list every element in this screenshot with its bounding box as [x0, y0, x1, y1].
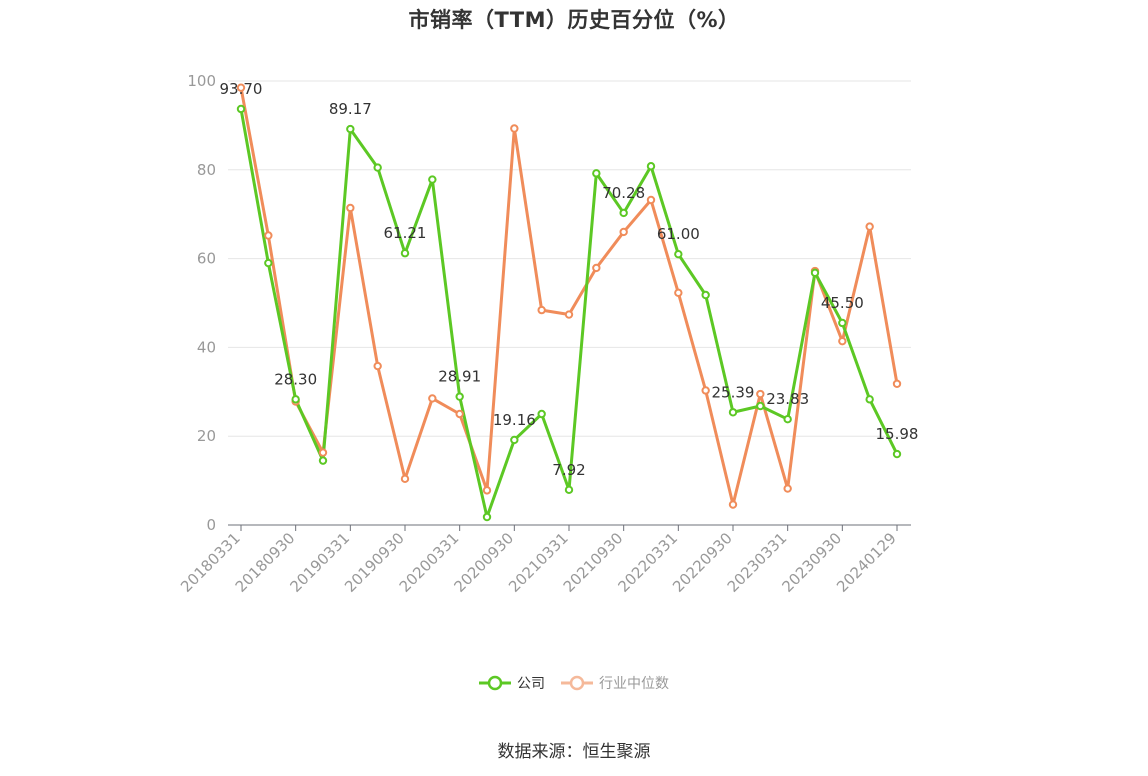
data-point	[701, 290, 710, 300]
data-label: 23.83	[766, 390, 809, 408]
grid-lines	[228, 80, 911, 437]
data-label: 19.16	[493, 411, 536, 429]
data-points	[236, 83, 902, 522]
data-label: 7.92	[552, 461, 585, 479]
data-labels: 93.70 28.30 89.17 61.21 28.91 19.16 7.92 70.28 6…	[220, 80, 919, 479]
y-tick-label: 20	[197, 427, 216, 445]
data-point	[455, 409, 464, 419]
data-point	[318, 448, 328, 457]
data-point	[482, 512, 492, 522]
data-point	[646, 162, 656, 171]
data-point	[373, 163, 382, 172]
legend-label: 公司	[517, 676, 545, 692]
data-point	[619, 227, 628, 237]
data-label: 28.30	[274, 370, 317, 388]
data-point	[810, 268, 820, 278]
data-point	[564, 310, 574, 319]
data-label: 15.98	[876, 425, 919, 443]
legend-line-icon	[479, 675, 511, 691]
data-point	[400, 474, 410, 484]
data-label: 89.17	[329, 100, 372, 118]
y-tick-label: 100	[187, 72, 216, 90]
data-point	[838, 318, 847, 328]
y-tick-label: 60	[197, 250, 216, 268]
data-point	[428, 175, 437, 184]
data-point	[236, 104, 246, 114]
data-label: 25.39	[712, 383, 755, 401]
data-point	[865, 222, 874, 231]
legend-line-icon	[561, 675, 593, 691]
data-point	[674, 249, 683, 259]
data-point	[264, 231, 273, 240]
data-point	[373, 361, 382, 371]
data-point	[537, 305, 546, 315]
legend-label: 行业中位数	[599, 676, 669, 692]
data-point	[564, 485, 574, 495]
data-label: 61.00	[657, 225, 700, 243]
data-point	[510, 435, 519, 445]
data-point	[346, 203, 355, 213]
data-point	[838, 336, 847, 346]
y-tick-label: 80	[197, 161, 216, 179]
data-point	[674, 288, 683, 297]
data-point	[646, 195, 656, 205]
data-point	[701, 386, 710, 395]
data-point	[428, 394, 437, 403]
data-label: 70.28	[602, 184, 645, 202]
y-tick-label: 0	[206, 516, 216, 534]
data-point	[783, 414, 792, 424]
data-point	[619, 208, 628, 218]
data-point	[756, 389, 765, 399]
data-point	[728, 500, 738, 509]
data-point	[728, 408, 738, 417]
data-point	[892, 449, 902, 459]
data-point	[400, 249, 410, 258]
chart-title: 市销率（TTM）历史百分位（%）	[408, 8, 740, 32]
data-point	[592, 263, 601, 273]
data-point	[783, 484, 792, 493]
legend: 公司 行业中位数	[0, 673, 1148, 695]
legend-item[interactable]: 行业中位数	[561, 673, 669, 693]
data-label: 93.70	[220, 80, 263, 98]
data-point	[236, 83, 246, 92]
data-label: 61.21	[384, 224, 427, 242]
data-point	[455, 392, 464, 401]
series-lines	[239, 87, 899, 519]
x-tick-label: 20240129	[833, 529, 900, 596]
data-point	[592, 169, 601, 178]
source-note: 数据来源：恒生聚源	[497, 742, 651, 762]
data-point	[510, 124, 519, 133]
data-point	[291, 395, 300, 404]
data-point	[346, 124, 355, 134]
data-point	[865, 395, 874, 404]
data-point	[318, 456, 328, 465]
data-point	[892, 379, 902, 389]
data-point	[264, 258, 273, 268]
data-label: 45.50	[821, 294, 864, 312]
legend-item[interactable]: 公司	[479, 673, 545, 693]
data-label: 28.91	[438, 368, 481, 386]
data-point	[482, 486, 492, 495]
axes: 0204060801002018033120180930201903312019…	[177, 72, 911, 596]
data-point	[537, 409, 546, 419]
y-tick-label: 40	[197, 338, 216, 356]
data-point	[756, 401, 765, 411]
series-line	[239, 87, 899, 507]
